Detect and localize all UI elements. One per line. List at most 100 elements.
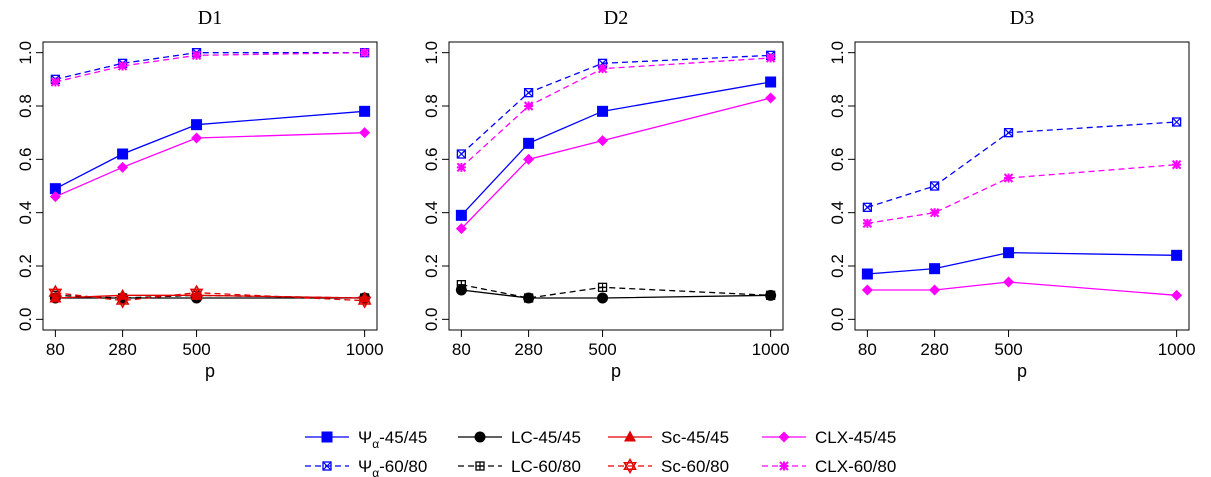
legend-item-lc45: LC-45/45: [458, 428, 581, 447]
x-axis-label: p: [205, 361, 215, 381]
data-point: [1171, 117, 1182, 127]
legend-label: CLX-60/80: [815, 457, 896, 476]
legend-marker: [474, 431, 486, 443]
series-psi60: [456, 50, 776, 159]
y-tick-label: 0.4: [828, 201, 847, 225]
series-sc60: [48, 284, 372, 309]
y-tick-label: 0.2: [828, 254, 847, 278]
legend-text: Sc-45/45: [661, 428, 729, 447]
data-point: [359, 105, 371, 117]
legend-item-sc45: Sc-45/45: [608, 428, 729, 447]
series-line: [55, 52, 365, 83]
legend-label: LC-45/45: [511, 428, 581, 447]
data-point: [50, 77, 61, 87]
panel-d3: D3 0.0 0.2 0.4 0.6 0.8 1.0 80 280 500 1000 p: [828, 7, 1196, 381]
data-point: [48, 284, 63, 301]
plot-frame: [42, 41, 378, 331]
legend-marker: [475, 461, 485, 471]
data-point: [597, 63, 608, 74]
series-clx45: [861, 276, 1183, 301]
legend-item-psi60: Ψα-60/80: [305, 457, 427, 477]
series-line: [461, 289, 771, 299]
y-tick-label: 0.2: [422, 254, 441, 278]
data-point: [929, 181, 940, 191]
x-tick-label: 280: [920, 340, 948, 359]
data-point: [456, 149, 467, 159]
data-point: [191, 50, 202, 61]
x-tick-label: 1000: [1158, 340, 1196, 359]
data-point: [862, 202, 873, 212]
series-clx45: [49, 127, 371, 203]
data-point: [117, 161, 129, 173]
panel-d2: D2 0.0 0.2 0.4 0.6 0.8 1.0 80 280 500 1000 p: [422, 7, 790, 381]
y-tick-label: 0.6: [422, 148, 441, 172]
data-point: [597, 292, 609, 304]
data-point: [523, 88, 534, 98]
panel-title: D3: [1010, 7, 1034, 29]
legend-subscript: α: [372, 437, 379, 451]
data-point: [765, 53, 776, 63]
legend-label: LC-60/80: [511, 457, 581, 476]
data-point: [1171, 249, 1183, 261]
y-tick-label: 0.4: [16, 201, 35, 225]
y-tick-label: 0.8: [16, 94, 35, 118]
series-line: [867, 281, 1177, 296]
panel-title: D2: [604, 7, 628, 29]
legend-marker: [624, 430, 636, 442]
data-point: [765, 76, 777, 88]
data-point: [929, 284, 941, 296]
legend-label: Sc-60/80: [661, 457, 729, 476]
panel-d1: D1 0.0 0.2 0.4 0.6 0.8 1.0 80 280 500 1000 p: [16, 7, 384, 381]
series-lc60: [456, 280, 776, 303]
data-point: [1003, 276, 1015, 288]
data-point: [455, 209, 467, 221]
legend: Ψα-45/45Ψα-60/80LC-45/45LC-60/80Sc-45/45…: [305, 428, 896, 477]
x-tick-label: 280: [108, 340, 136, 359]
legend-marker: [623, 457, 637, 475]
x-axis-label: p: [611, 361, 621, 381]
legend-label: CLX-45/45: [815, 428, 896, 447]
data-point: [49, 183, 61, 195]
y-tick-label: 1.0: [828, 41, 847, 65]
y-tick-label: 0.4: [422, 201, 441, 225]
data-point: [1171, 289, 1183, 301]
series-clx60: [50, 47, 370, 87]
series-line: [460, 81, 771, 216]
y-tick-label: 0.0: [16, 308, 35, 332]
series-line: [867, 121, 1177, 208]
legend-item-clx45: CLX-45/45: [762, 428, 896, 447]
data-point: [1171, 159, 1182, 170]
legend-symbol: Ψ: [358, 457, 372, 476]
series-line: [55, 132, 365, 198]
y-tick-label: 0.6: [828, 148, 847, 172]
legend-label: Ψα-60/80: [358, 457, 427, 477]
data-point: [359, 127, 371, 139]
data-point: [861, 268, 873, 280]
data-point: [765, 92, 777, 104]
data-point: [359, 47, 370, 58]
data-point: [49, 191, 61, 203]
data-point: [455, 223, 467, 235]
panel-title: D1: [198, 7, 222, 29]
legend-symbol: Ψ: [358, 428, 372, 447]
x-tick-label: 1000: [346, 340, 384, 359]
x-axis-label: p: [1017, 361, 1027, 381]
series-clx60: [862, 159, 1182, 229]
data-point: [456, 280, 467, 290]
data-point: [929, 207, 940, 218]
series-sc45: [49, 288, 371, 303]
series-line: [55, 292, 365, 302]
legend-item-clx60: CLX-60/80: [762, 457, 896, 476]
series-clx60: [456, 53, 776, 173]
data-point: [455, 284, 467, 296]
legend-marker: [779, 461, 789, 471]
legend-marker: [778, 431, 790, 443]
series-line: [461, 284, 771, 299]
data-point: [1003, 247, 1015, 259]
series-line: [867, 164, 1177, 224]
panels: D1 0.0 0.2 0.4 0.6 0.8 1.0 80 280 500 1000 p D2 0.0 0.…: [16, 7, 1196, 381]
series-line: [460, 57, 771, 168]
legend-text: LC-60/80: [511, 457, 581, 476]
data-point: [862, 218, 873, 229]
